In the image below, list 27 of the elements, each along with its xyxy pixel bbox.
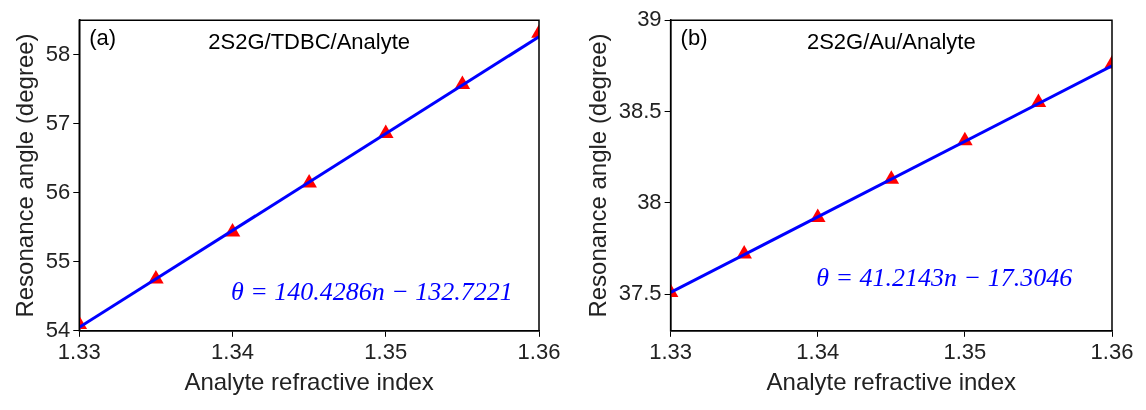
y-tick-label: 54 [45, 316, 71, 342]
x-tick-label: 1.36 [517, 339, 561, 365]
x-axis-title: Analyte refractive index [184, 368, 434, 396]
x-tick-label: 1.33 [57, 339, 101, 365]
y-axis-title: Resonance angle (degree) [11, 33, 39, 318]
x-tick-label: 1.35 [943, 339, 987, 365]
y-tick-label: 38 [637, 188, 662, 214]
y-tick-label: 39 [637, 6, 662, 32]
x-tick-label: 1.33 [649, 339, 693, 365]
y-tick-label: 58 [45, 40, 71, 66]
annotation: (b) [680, 25, 708, 51]
y-tick-label: 37.5 [618, 280, 662, 306]
x-axis-title: Analyte refractive index [766, 368, 1017, 396]
y-tick-label: 57 [45, 109, 71, 135]
series-label: θ = 41.2143n − 17.3046 [816, 263, 1073, 293]
series-label: θ = 140.4286n − 132.7221 [230, 277, 513, 307]
chart-title: 2S2G/Au/Analyte [806, 29, 976, 55]
annotation: (a) [89, 25, 117, 51]
x-tick-label: 1.34 [796, 339, 840, 365]
y-tick-label: 38.5 [618, 97, 662, 123]
y-axis-title: Resonance angle (degree) [584, 33, 612, 318]
y-tick-label: 56 [45, 178, 71, 204]
x-tick-label: 1.35 [364, 339, 408, 365]
x-tick-label: 1.34 [211, 339, 254, 365]
x-tick-label: 1.36 [1090, 339, 1134, 365]
y-tick-label: 55 [45, 247, 71, 273]
chart-title: 2S2G/TDBC/Analyte [208, 29, 411, 55]
